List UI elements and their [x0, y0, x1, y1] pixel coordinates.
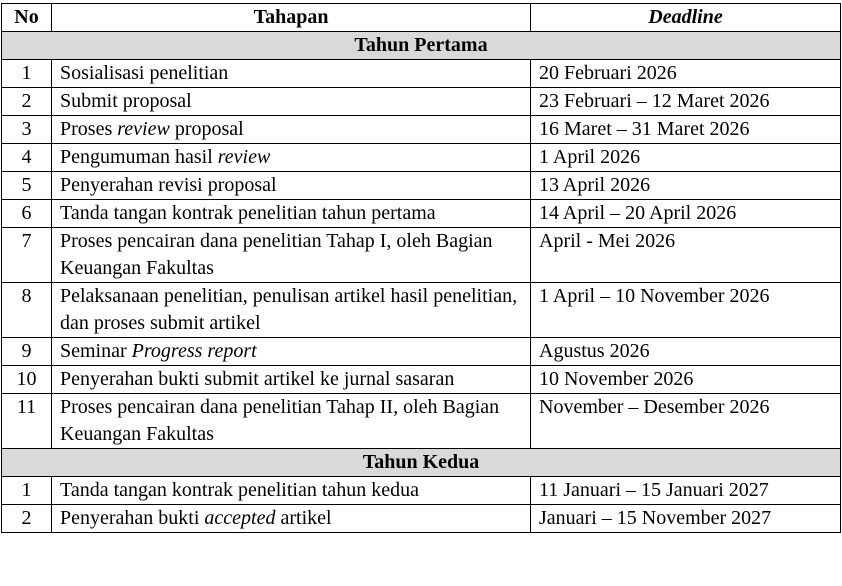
deadline-cell: 11 Januari – 15 Januari 2027	[530, 476, 841, 505]
stage-text: Proses pencairan dana penelitian Tahap I…	[60, 230, 493, 279]
stage-cell: Penyerahan bukti submit artikel ke jurna…	[51, 365, 531, 394]
row-number: 10	[1, 365, 52, 394]
deadline-cell: 1 April – 10 November 2026	[530, 282, 841, 338]
table-row: 11 Proses pencairan dana penelitian Tahap…	[1, 393, 841, 449]
deadline-cell: 10 November 2026	[530, 365, 841, 394]
header-row: No Tahapan Deadline	[1, 3, 841, 32]
row-number: 1	[1, 59, 52, 88]
deadline-cell: November – Desember 2026	[530, 393, 841, 449]
stage-cell: Tanda tangan kontrak penelitian tahun ke…	[51, 476, 531, 505]
table-row: 9 Seminar Progress report Agustus 2026	[1, 337, 841, 366]
stage-cell: Seminar Progress report	[51, 337, 531, 366]
stage-text: Sosialisasi penelitian	[60, 62, 229, 84]
table-row: 4 Pengumuman hasil review 1 April 2026	[1, 143, 841, 172]
table-row: 1 Tanda tangan kontrak penelitian tahun k…	[1, 476, 841, 505]
row-number: 9	[1, 337, 52, 366]
stage-cell: Submit proposal	[51, 87, 531, 116]
deadline-cell: 20 Februari 2026	[530, 59, 841, 88]
deadline-cell: 14 April – 20 April 2026	[530, 199, 841, 228]
schedule-table: No Tahapan Deadline Tahun Pertama 1 Sosial…	[1, 3, 841, 533]
section-row: Tahun Pertama	[1, 31, 841, 60]
table-row: 6 Tanda tangan kontrak penelitian tahun p…	[1, 199, 841, 228]
table-row: 5 Penyerahan revisi proposal 13 April 2026	[1, 171, 841, 200]
stage-text: Pelaksanaan penelitian, penulisan artike…	[60, 285, 518, 334]
row-number: 4	[1, 143, 52, 172]
table-row: 2 Penyerahan bukti accepted artikel Januar…	[1, 504, 841, 533]
deadline-cell: 23 Februari – 12 Maret 2026	[530, 87, 841, 116]
deadline-cell: 16 Maret – 31 Maret 2026	[530, 115, 841, 144]
stage-text: artikel	[275, 507, 332, 529]
stage-text: proposal	[169, 118, 244, 140]
stage-text: Penyerahan bukti submit artikel ke jurna…	[60, 368, 455, 390]
row-number: 7	[1, 227, 52, 283]
stage-text: Proses	[60, 118, 118, 140]
stage-cell: Proses pencairan dana penelitian Tahap I…	[51, 227, 531, 283]
deadline-cell: Agustus 2026	[530, 337, 841, 366]
row-number: 1	[1, 476, 52, 505]
deadline-cell: 13 April 2026	[530, 171, 841, 200]
stage-cell: Pelaksanaan penelitian, penulisan artike…	[51, 282, 531, 338]
stage-text: Tanda tangan kontrak penelitian tahun pe…	[60, 202, 436, 224]
table-row: 2 Submit proposal 23 Februari – 12 Maret 2…	[1, 87, 841, 116]
section-title: Tahun Kedua	[1, 448, 841, 477]
stage-text: Pengumuman hasil	[60, 146, 218, 168]
header-stage: Tahapan	[51, 3, 531, 32]
stage-text-italic: Progress report	[131, 340, 257, 362]
stage-cell: Penyerahan bukti accepted artikel	[51, 504, 531, 533]
stage-text: Penyerahan revisi proposal	[60, 174, 277, 196]
deadline-cell: 1 April 2026	[530, 143, 841, 172]
stage-text: Proses pencairan dana penelitian Tahap I…	[60, 396, 500, 445]
stage-cell: Penyerahan revisi proposal	[51, 171, 531, 200]
stage-text-italic: accepted	[204, 507, 276, 529]
stage-text: Tanda tangan kontrak penelitian tahun ke…	[60, 479, 420, 501]
section-row: Tahun Kedua	[1, 448, 841, 477]
stage-text-italic: review	[217, 146, 271, 168]
row-number: 6	[1, 199, 52, 228]
stage-text: Submit proposal	[60, 90, 192, 112]
row-number: 11	[1, 393, 52, 449]
section-title: Tahun Pertama	[1, 31, 841, 60]
row-number: 2	[1, 504, 52, 533]
header-deadline: Deadline	[530, 3, 841, 32]
header-no: No	[1, 3, 52, 32]
row-number: 8	[1, 282, 52, 338]
stage-cell: Sosialisasi penelitian	[51, 59, 531, 88]
row-number: 2	[1, 87, 52, 116]
stage-text: Penyerahan bukti	[60, 507, 205, 529]
deadline-cell: April - Mei 2026	[530, 227, 841, 283]
deadline-cell: Januari – 15 November 2027	[530, 504, 841, 533]
table-row: 3 Proses review proposal 16 Maret – 31 Mar…	[1, 115, 841, 144]
table-row: 1 Sosialisasi penelitian 20 Februari 2026	[1, 59, 841, 88]
table-row: 10 Penyerahan bukti submit artikel ke jur…	[1, 365, 841, 394]
stage-cell: Proses review proposal	[51, 115, 531, 144]
table-row: 7 Proses pencairan dana penelitian Tahap …	[1, 227, 841, 283]
stage-text: Seminar	[60, 340, 132, 362]
stage-text-italic: review	[117, 118, 170, 140]
stage-cell: Pengumuman hasil review	[51, 143, 531, 172]
table-row: 8 Pelaksanaan penelitian, penulisan artik…	[1, 282, 841, 338]
stage-cell: Proses pencairan dana penelitian Tahap I…	[51, 393, 531, 449]
row-number: 5	[1, 171, 52, 200]
row-number: 3	[1, 115, 52, 144]
stage-cell: Tanda tangan kontrak penelitian tahun pe…	[51, 199, 531, 228]
